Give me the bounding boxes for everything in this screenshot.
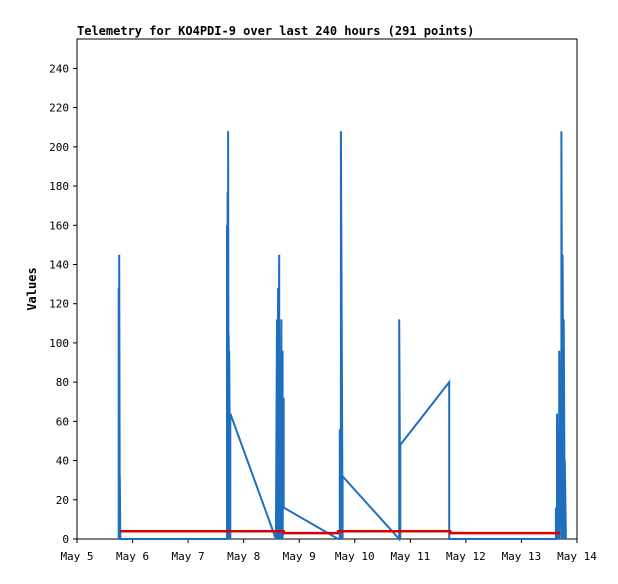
series-line-1 bbox=[117, 131, 567, 542]
x-tick-label: May 8 bbox=[227, 550, 260, 563]
y-tick-label: 20 bbox=[56, 494, 69, 507]
series-line-2 bbox=[120, 529, 561, 535]
y-axis-label: Values bbox=[25, 267, 39, 310]
x-tick-label: May 5 bbox=[60, 550, 93, 563]
x-tick-label: May 7 bbox=[172, 550, 205, 563]
y-axis: 0 20 40 60 80 100 120 140 160 180 200 220 240 bbox=[49, 62, 77, 546]
y-tick-label: 200 bbox=[49, 141, 69, 154]
y-tick-label: 0 bbox=[62, 533, 69, 546]
x-tick-label: May 10 bbox=[335, 550, 375, 563]
x-tick-label: May 14 bbox=[557, 550, 597, 563]
y-tick-label: 60 bbox=[56, 415, 69, 428]
x-tick-label: May 9 bbox=[283, 550, 316, 563]
chart-title: Telemetry for KO4PDI-9 over last 240 hou… bbox=[77, 24, 474, 38]
plot-frame bbox=[76, 38, 578, 540]
y-tick-label: 140 bbox=[49, 258, 69, 271]
x-tick-label: May 12 bbox=[446, 550, 486, 563]
y-tick-label: 40 bbox=[56, 455, 69, 468]
x-tick-label: May 6 bbox=[116, 550, 149, 563]
x-axis: May 5 May 6 May 7 May 8 May 9 May 10 May 11 May… bbox=[60, 539, 597, 563]
series-layer bbox=[117, 131, 567, 542]
y-tick-label: 180 bbox=[49, 180, 69, 193]
y-tick-label: 240 bbox=[49, 62, 69, 75]
y-tick-label: 160 bbox=[49, 219, 69, 232]
y-tick-label: 220 bbox=[49, 102, 69, 115]
y-tick-label: 120 bbox=[49, 298, 69, 311]
x-tick-label: May 13 bbox=[502, 550, 542, 563]
y-tick-label: 80 bbox=[56, 376, 69, 389]
x-tick-label: May 11 bbox=[390, 550, 430, 563]
y-tick-label: 100 bbox=[49, 337, 69, 350]
